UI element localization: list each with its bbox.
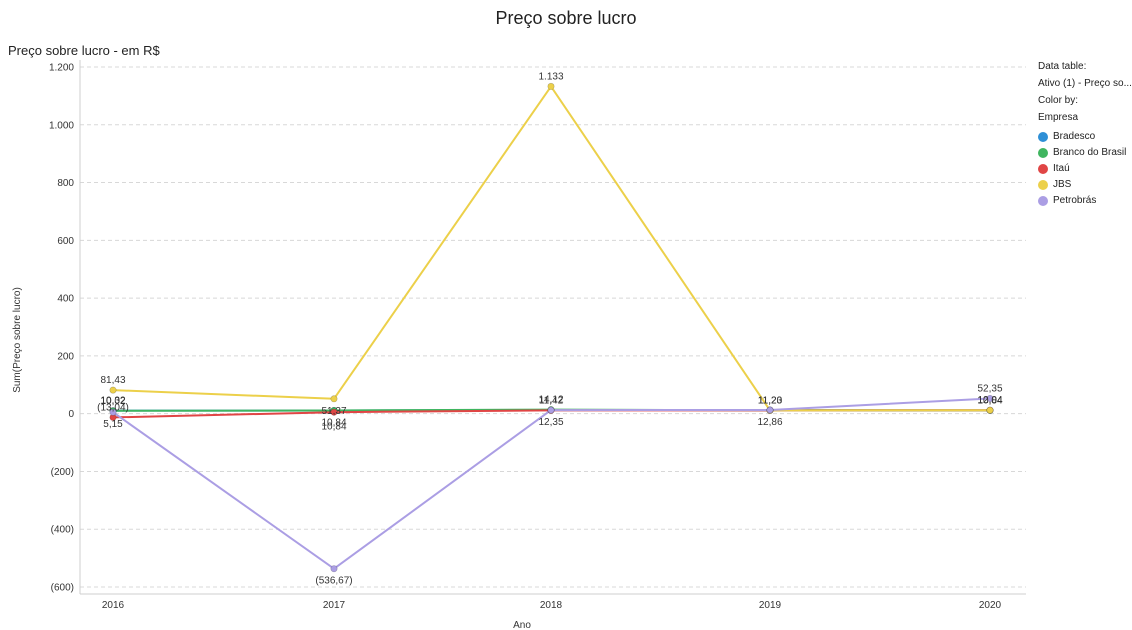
y-tick-label: (600) [51, 583, 74, 594]
x-tick-label: 2019 [759, 600, 782, 611]
legend-marker-icon [1038, 196, 1048, 206]
data-label: (13,04) [97, 402, 129, 413]
legend-marker-icon [1038, 132, 1048, 142]
data-label: 11,23 [758, 395, 783, 406]
y-tick-label: 600 [57, 236, 74, 247]
y-tick-label: (400) [51, 525, 74, 536]
chart-title: Preço sobre lucro [495, 8, 637, 28]
chart-subtitle: Preço sobre lucro - em R$ [8, 43, 160, 58]
legend-item-jbs[interactable]: JBS [1038, 177, 1132, 193]
legend-data-table-label: Data table: [1038, 61, 1087, 72]
y-tick-label: 200 [57, 351, 74, 362]
data-label: 12,86 [757, 417, 782, 428]
legend-color-by-label: Color by: [1038, 95, 1079, 106]
legend-data-table-value[interactable]: Ativo (1) - Preço so... [1038, 78, 1132, 89]
y-tick-label: 0 [68, 409, 74, 420]
data-point-jbs[interactable] [986, 406, 994, 414]
series-lines [112, 85, 991, 570]
data-point-petrobras[interactable] [986, 394, 994, 402]
data-labels: 81,4310,3210,02(13,04)5,1551,3710,8410,8… [97, 71, 1003, 586]
legend-marker-icon [1038, 164, 1048, 174]
data-point-petrobras[interactable] [109, 408, 117, 416]
data-label: 1.133 [538, 71, 563, 82]
y-axis-title: Sum(Preço sobre lucro) [12, 287, 23, 393]
axes: 1.200 1.000 800 600 400 200 0 (200) (400) (600) 20… [12, 60, 1026, 630]
legend-item-label: Itaú [1053, 163, 1070, 174]
legend-item-label: Bradesco [1053, 131, 1096, 142]
data-point-petrobras[interactable] [547, 406, 555, 414]
data-label: 81,43 [100, 375, 125, 386]
data-label: 10,84 [321, 422, 346, 433]
data-label: 10,84 [321, 418, 346, 429]
data-label: 10,32 [100, 396, 125, 407]
data-label: 11,42 [539, 395, 564, 406]
series-line-jbs[interactable] [112, 85, 991, 412]
x-tick-label: 2016 [102, 600, 125, 611]
data-label: (536,67) [315, 576, 352, 587]
legend-items: Bradesco Branco do Brasil Itaú JBS Petrobrás [1038, 129, 1132, 209]
legend-item-petrobras[interactable]: Petrobrás [1038, 193, 1132, 209]
legend-item-label: Petrobrás [1053, 195, 1097, 206]
data-label: 14,12 [538, 395, 563, 406]
data-point-petrobras[interactable] [766, 406, 774, 414]
legend-marker-icon [1038, 180, 1048, 190]
x-axis-title: Ano [513, 620, 531, 630]
data-point-itau[interactable] [330, 408, 338, 416]
x-tick-label: 2020 [979, 600, 1002, 611]
data-point-jbs[interactable] [330, 395, 338, 403]
data-label: 12,35 [538, 417, 563, 428]
x-tick-label: 2018 [540, 600, 563, 611]
data-label: 51,37 [321, 406, 346, 417]
legend-item-label: Branco do Brasil [1053, 147, 1127, 158]
legend-item-label: JBS [1053, 179, 1072, 190]
data-label: 10,02 [100, 396, 125, 407]
legend-color-by-value[interactable]: Empresa [1038, 112, 1079, 123]
y-tick-label: 400 [57, 294, 74, 305]
gridlines [80, 66, 1026, 588]
data-label: 52,35 [977, 384, 1002, 395]
data-label: 10,84 [977, 396, 1002, 407]
legend: Data table: Ativo (1) - Preço so... Colo… [1038, 58, 1132, 209]
legend-item-itau[interactable]: Itaú [1038, 161, 1132, 177]
legend-marker-icon [1038, 148, 1048, 158]
data-points [109, 82, 994, 573]
y-tick-label: (200) [51, 467, 74, 478]
y-tick-label: 1.200 [49, 63, 74, 74]
legend-item-branco-do-brasil[interactable]: Branco do Brasil [1038, 145, 1132, 161]
data-point-petrobras[interactable] [330, 565, 338, 573]
legend-item-bradesco[interactable]: Bradesco [1038, 129, 1132, 145]
x-tick-label: 2017 [323, 600, 346, 611]
y-tick-label: 800 [57, 178, 74, 189]
data-label: 5,15 [103, 419, 123, 430]
data-label: 12,04 [977, 395, 1002, 406]
y-tick-label: 1.000 [49, 120, 74, 131]
data-label: 11,20 [758, 395, 783, 406]
data-point-jbs[interactable] [547, 82, 555, 90]
data-point-jbs[interactable] [109, 386, 117, 394]
